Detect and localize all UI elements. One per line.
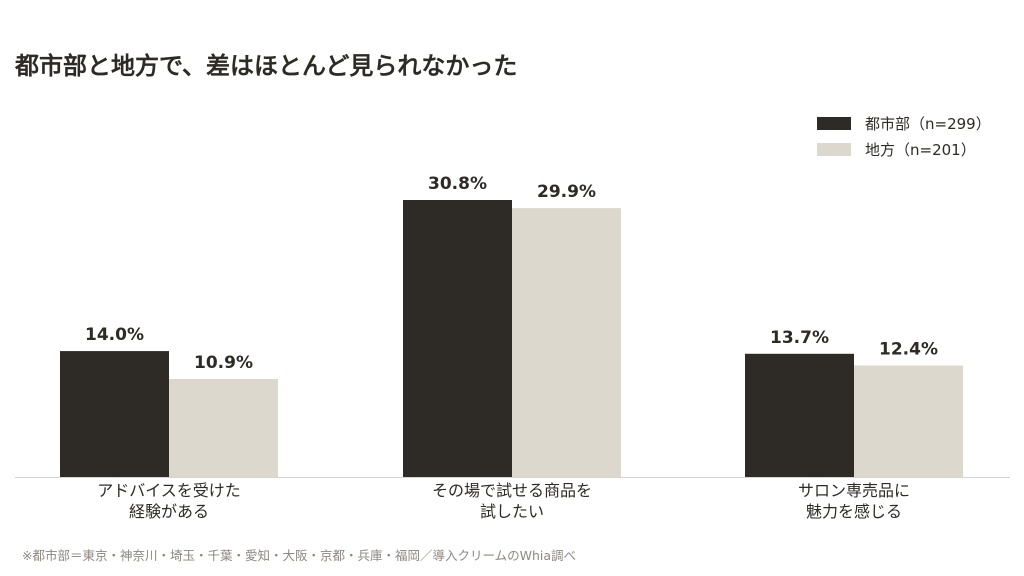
- legend-item-rural: 地方（n=201）: [817, 136, 991, 162]
- data-label-rural-0: 10.9%: [194, 353, 253, 373]
- source-note: ※都市部＝東京・神奈川・埼玉・千葉・愛知・大阪・京都・兵庫・福岡／導入クリームの…: [22, 548, 577, 563]
- bar-urban-2: [745, 353, 854, 477]
- category-label-2-line-0: サロン専売品に: [798, 481, 910, 500]
- data-label-urban-0: 14.0%: [85, 325, 144, 345]
- category-label-2-line-1: 魅力を感じる: [806, 502, 902, 521]
- category-label-0-line-1: 経験がある: [129, 502, 209, 521]
- data-label-urban-2: 13.7%: [770, 328, 829, 348]
- category-label-0-line-0: アドバイスを受けた: [97, 481, 241, 500]
- chart-title: 都市部と地方で、差はほとんど見られなかった: [15, 52, 518, 80]
- category-label-1-line-1: 試したい: [480, 502, 544, 521]
- bar-rural-1: [512, 208, 621, 477]
- legend-label-rural: 地方（n=201）: [865, 140, 976, 159]
- bar-urban-0: [60, 351, 169, 477]
- legend-item-urban: 都市部（n=299）: [817, 110, 991, 136]
- legend-swatch-rural: [817, 142, 851, 156]
- data-label-rural-1: 29.9%: [537, 182, 596, 202]
- legend-swatch-urban: [817, 116, 851, 130]
- bar-urban-1: [403, 200, 512, 477]
- data-label-rural-2: 12.4%: [879, 339, 938, 359]
- bar-rural-0: [169, 378, 278, 477]
- legend: 都市部（n=299） 地方（n=201）: [817, 110, 991, 162]
- category-label-1-line-0: その場で試せる商品を: [432, 481, 592, 500]
- legend-label-urban: 都市部（n=299）: [865, 114, 991, 133]
- bar-rural-2: [854, 365, 963, 477]
- data-label-urban-1: 30.8%: [428, 174, 487, 194]
